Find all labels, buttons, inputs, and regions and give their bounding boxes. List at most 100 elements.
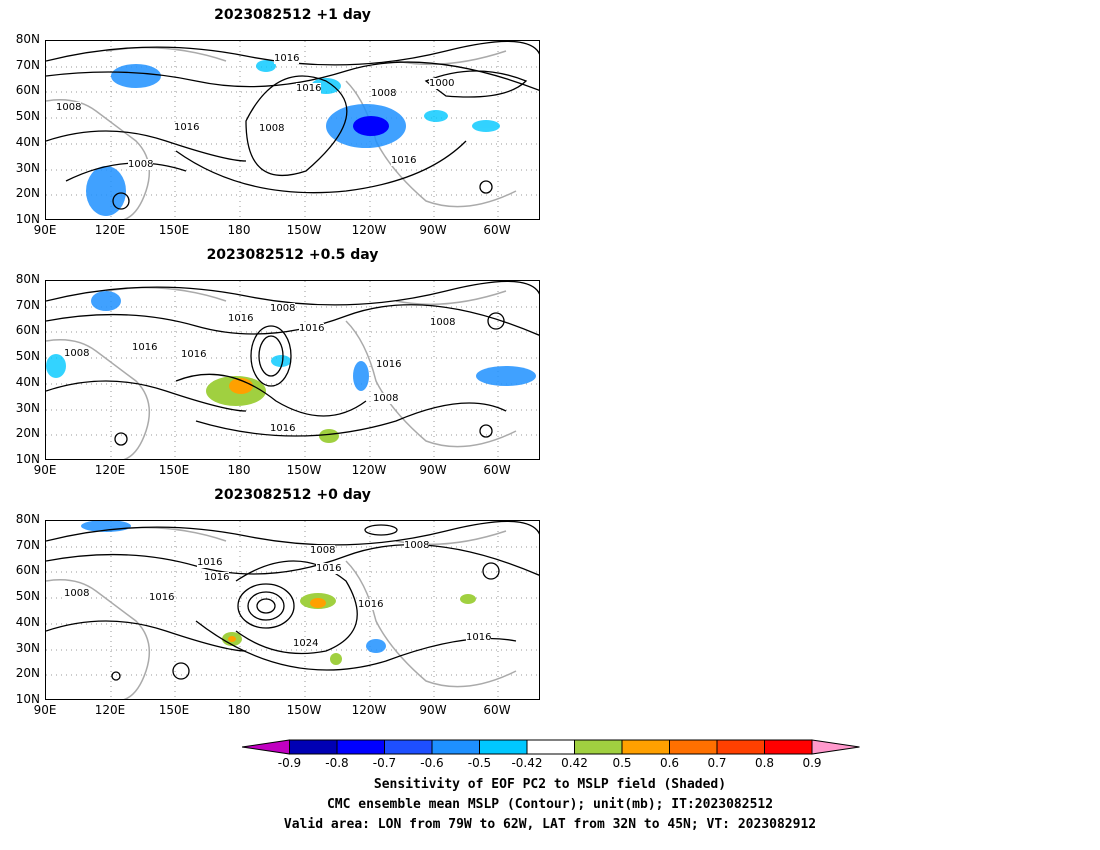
contour-label: 1008 [430, 317, 456, 328]
lat-tick-label: 50N [15, 109, 40, 123]
panel-2-title: 2023082512 +0.5 day [206, 247, 379, 263]
contour-label: 1016 [197, 557, 223, 568]
lat-tick-label: 50N [15, 349, 40, 363]
lat-tick-label: 30N [15, 641, 40, 655]
contour-label: 1008 [259, 123, 285, 134]
lon-tick-label: 180 [227, 223, 251, 237]
contour-label: 1016 [299, 323, 325, 334]
contour-label: 1016 [174, 122, 200, 133]
lat-tick-label: 60N [15, 83, 40, 97]
colorbar-segment [242, 739, 290, 755]
colorbar-svg [242, 739, 860, 755]
contour-label: 1000 [429, 78, 455, 89]
colorbar-segment [669, 739, 718, 755]
contour-label: 1008 [373, 393, 399, 404]
panel-1-title: 2023082512 +1 day [214, 7, 371, 23]
contour-label: 1016 [204, 572, 230, 583]
lon-tick-label: 90E [33, 703, 57, 717]
lat-tick-label: 40N [15, 135, 40, 149]
colorbar-tick-label: -0.7 [372, 756, 397, 770]
lon-tick-label: 120E [94, 703, 126, 717]
contour-label: 1016 [132, 342, 158, 353]
colorbar-segment [811, 739, 860, 755]
lon-tick-label: 60W [483, 223, 511, 237]
contour-label: 1016 [316, 563, 342, 574]
colorbar-segment [479, 739, 528, 755]
lon-tick-label: 150E [158, 463, 190, 477]
lon-tick-label: 120E [94, 223, 126, 237]
lat-tick-label: 60N [15, 563, 40, 577]
contour-label: 1008 [128, 159, 154, 170]
lon-tick-label: 180 [227, 703, 251, 717]
map-panel-2: 1008 1016 1016 1008 1016 1016 1016 1008 … [45, 280, 540, 460]
contour-label: 1008 [64, 588, 90, 599]
colorbar-segment [336, 739, 385, 755]
lon-tick-label: 150W [286, 703, 322, 717]
colorbar-tick-label: 0.42 [561, 756, 588, 770]
lon-tick-label: 180 [227, 463, 251, 477]
contour-label: 1016 [274, 53, 300, 64]
caption-line-1: Sensitivity of EOF PC2 to MSLP field (Sh… [373, 777, 727, 792]
lat-tick-label: 10N [15, 452, 40, 466]
map-panel-3-svg [46, 521, 539, 699]
lat-tick-label: 50N [15, 589, 40, 603]
colorbar-segment [384, 739, 433, 755]
lat-tick-label: 10N [15, 212, 40, 226]
colorbar-tick-label: 0.9 [802, 756, 822, 770]
lon-tick-label: 90E [33, 463, 57, 477]
contour-label: 1016 [228, 313, 254, 324]
lat-tick-label: 30N [15, 161, 40, 175]
lat-tick-label: 70N [15, 298, 40, 312]
contour-label: 1008 [56, 102, 82, 113]
colorbar-tick-label: 0.7 [707, 756, 727, 770]
caption-line-3: Valid area: LON from 79W to 62W, LAT fro… [283, 817, 817, 832]
lon-tick-label: 90W [419, 703, 447, 717]
lon-tick-label: 60W [483, 463, 511, 477]
contour-label: 1008 [270, 303, 296, 314]
contour-label: 1008 [310, 545, 336, 556]
lat-tick-label: 20N [15, 426, 40, 440]
contour-label: 1016 [358, 599, 384, 610]
lat-tick-label: 80N [15, 272, 40, 286]
contour-label: 1016 [296, 83, 322, 94]
lon-tick-label: 90W [419, 223, 447, 237]
colorbar-segment [574, 739, 623, 755]
colorbar-segment [431, 739, 480, 755]
colorbar-segment [289, 739, 338, 755]
lat-tick-label: 60N [15, 323, 40, 337]
colorbar-tick-label: -0.42 [511, 756, 543, 770]
lon-tick-label: 90E [33, 223, 57, 237]
lat-tick-label: 70N [15, 538, 40, 552]
contour-label: 1008 [404, 540, 430, 551]
colorbar-segment [764, 739, 813, 755]
colorbar-segment [526, 739, 575, 755]
contour-label: 1016 [376, 359, 402, 370]
lat-tick-label: 40N [15, 615, 40, 629]
contour-label: 1016 [270, 423, 296, 434]
colorbar-tick-label: -0.6 [420, 756, 444, 770]
lon-tick-label: 150W [286, 463, 322, 477]
colorbar-tick-label: -0.9 [277, 756, 302, 770]
colorbar-tick-label: -0.8 [325, 756, 349, 770]
lat-tick-label: 40N [15, 375, 40, 389]
contour-label: 1016 [149, 592, 175, 603]
contour-label: 1008 [64, 348, 90, 359]
contour-label: 1008 [371, 88, 397, 99]
lon-tick-label: 150E [158, 223, 190, 237]
colorbar-tick-label: 0.6 [659, 756, 680, 770]
colorbar-tick-label: 0.8 [754, 756, 775, 770]
lon-tick-label: 90W [419, 463, 447, 477]
lon-tick-label: 120W [351, 463, 387, 477]
lat-tick-label: 80N [15, 32, 40, 46]
lon-tick-label: 120W [351, 223, 387, 237]
lon-tick-label: 150E [158, 703, 190, 717]
lon-tick-label: 120E [94, 463, 126, 477]
panel-3-title: 2023082512 +0 day [214, 487, 371, 503]
colorbar-tick-label: 0.5 [612, 756, 632, 770]
colorbar-tick-label: -0.5 [467, 756, 492, 770]
lon-tick-label: 150W [286, 223, 322, 237]
map-panel-1-svg [46, 41, 539, 219]
colorbar-segment [621, 739, 670, 755]
colorbar-segment [716, 739, 765, 755]
lon-tick-label: 60W [483, 703, 511, 717]
